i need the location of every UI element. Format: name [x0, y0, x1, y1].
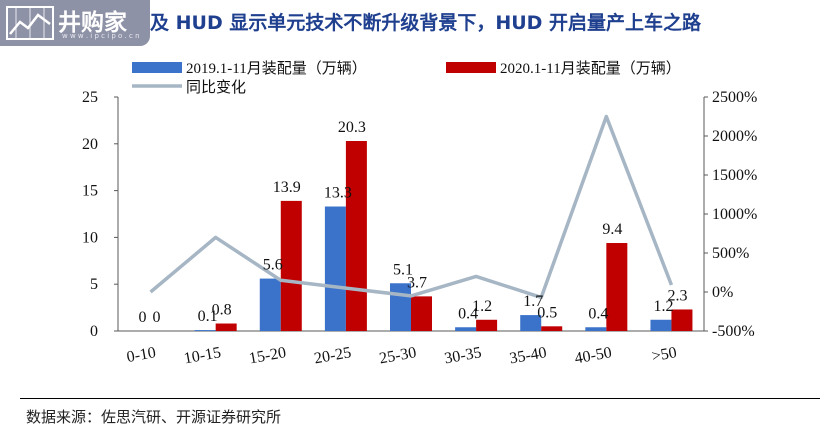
- right-tick-label: -500%: [712, 323, 755, 340]
- bar-2020: [671, 309, 693, 331]
- source-note: 数据来源：佐思汽研、开源证券研究所: [26, 408, 282, 426]
- left-tick-label: 10: [82, 229, 98, 246]
- x-tick-label: 10-15: [183, 344, 223, 367]
- right-axis: -500% 0% 500% 1000% 1500% 2000% 2500%: [703, 89, 757, 340]
- chart: 0 5 10 15 20 25 -500% 0% 500% 1000% 1500% 2000% 250…: [82, 60, 757, 367]
- bar-label-2019: 0: [139, 309, 147, 326]
- logo-text: 井购家: [58, 10, 127, 36]
- legend-label-2019: 2019.1-11月装配量（万辆）: [186, 60, 367, 77]
- logo-url: w w w . i p c i p o . c n: [62, 32, 140, 40]
- bar-label-2019: 5.6: [263, 257, 283, 274]
- bar-2020: [476, 319, 498, 331]
- bar-2020: [215, 323, 237, 331]
- bar-label-2019: 13.3: [324, 185, 352, 202]
- bar-label-2020: 0.8: [212, 302, 232, 319]
- bar-label-2019: 0.4: [458, 305, 478, 322]
- left-tick-label: 5: [90, 276, 98, 293]
- x-axis-labels: 0-10 10-15 15-20 20-25 25-30 30-35 35-40 40-50 >…: [125, 344, 678, 367]
- bar-2019: [650, 319, 672, 331]
- bar-2020: [411, 296, 432, 331]
- left-tick-label: 15: [82, 183, 98, 200]
- right-tick-label: 1500%: [712, 167, 757, 184]
- bar-labels: 0 0.15.613.35.10.41.70.4 1.20 0.813.920.33.…: [139, 119, 688, 326]
- bar-label-2020: 2.3: [667, 287, 687, 304]
- bar-label-2020: 0: [153, 309, 161, 326]
- bar-2020: [606, 243, 628, 331]
- bar-label-2020: 0.5: [537, 304, 557, 321]
- page-title: 及 HUD 显示单元技术不断升级背景下，HUD 开启量产上车之路: [150, 12, 702, 34]
- bar-label-2020: 1.2: [472, 298, 492, 315]
- bar-2020: [541, 326, 563, 331]
- x-tick-label: >50: [651, 344, 679, 365]
- legend-label-trend: 同比变化: [186, 79, 246, 96]
- bar-label-2019: 1.2: [653, 298, 673, 315]
- right-tick-label: 0%: [712, 284, 733, 301]
- bar-label-2019: 1.7: [523, 293, 543, 310]
- bar-2019: [324, 206, 346, 331]
- x-tick-label: 30-35: [443, 344, 483, 367]
- trend-line-group: [149, 114, 674, 300]
- bar-label-2019: 5.1: [393, 261, 413, 278]
- legend: 2019.1-11月装配量（万辆） 2020.1-11月装配量（万辆） 同比变化: [132, 60, 681, 96]
- bar-2019: [194, 330, 216, 331]
- bar-2019: [455, 327, 477, 331]
- right-tick-label: 2000%: [712, 128, 757, 145]
- right-tick-label: 2500%: [712, 89, 757, 106]
- x-tick-label: 0-10: [125, 344, 157, 366]
- right-tick-label: 1000%: [712, 206, 757, 223]
- right-tick-label: 500%: [712, 245, 749, 262]
- legend-swatch-2019: [132, 62, 182, 73]
- left-tick-label: 20: [82, 136, 98, 153]
- bar-2019: [520, 315, 542, 331]
- bar-label-2020: 3.7: [407, 274, 427, 291]
- legend-label-2020: 2020.1-11月装配量（万辆）: [500, 60, 681, 77]
- logo-badge: 井购家 w w w . i p c i p o . c n: [0, 0, 150, 46]
- x-tick-label: 25-30: [378, 344, 418, 367]
- bar-label-2019: 0.1: [198, 308, 218, 325]
- x-tick-label: 20-25: [313, 344, 353, 367]
- bar-2019: [585, 327, 607, 331]
- trend-line: [149, 114, 674, 300]
- x-tick-label: 35-40: [508, 344, 548, 367]
- logo-chart-icon: [6, 6, 54, 40]
- divider: [20, 398, 820, 399]
- left-tick-label: 0: [90, 323, 98, 340]
- bar-2020: [280, 200, 302, 331]
- bar-2020: [345, 140, 367, 331]
- bar-label-2020: 20.3: [338, 119, 366, 136]
- bar-label-2019: 0.4: [588, 305, 608, 322]
- bar-label-2020: 9.4: [602, 221, 622, 238]
- legend-swatch-2020: [446, 62, 496, 73]
- left-tick-label: 25: [82, 89, 98, 106]
- bar-2019: [259, 278, 281, 331]
- x-tick-label: 15-20: [248, 344, 288, 367]
- bar-label-2020: 13.9: [273, 179, 301, 196]
- x-tick-label: 40-50: [573, 344, 613, 367]
